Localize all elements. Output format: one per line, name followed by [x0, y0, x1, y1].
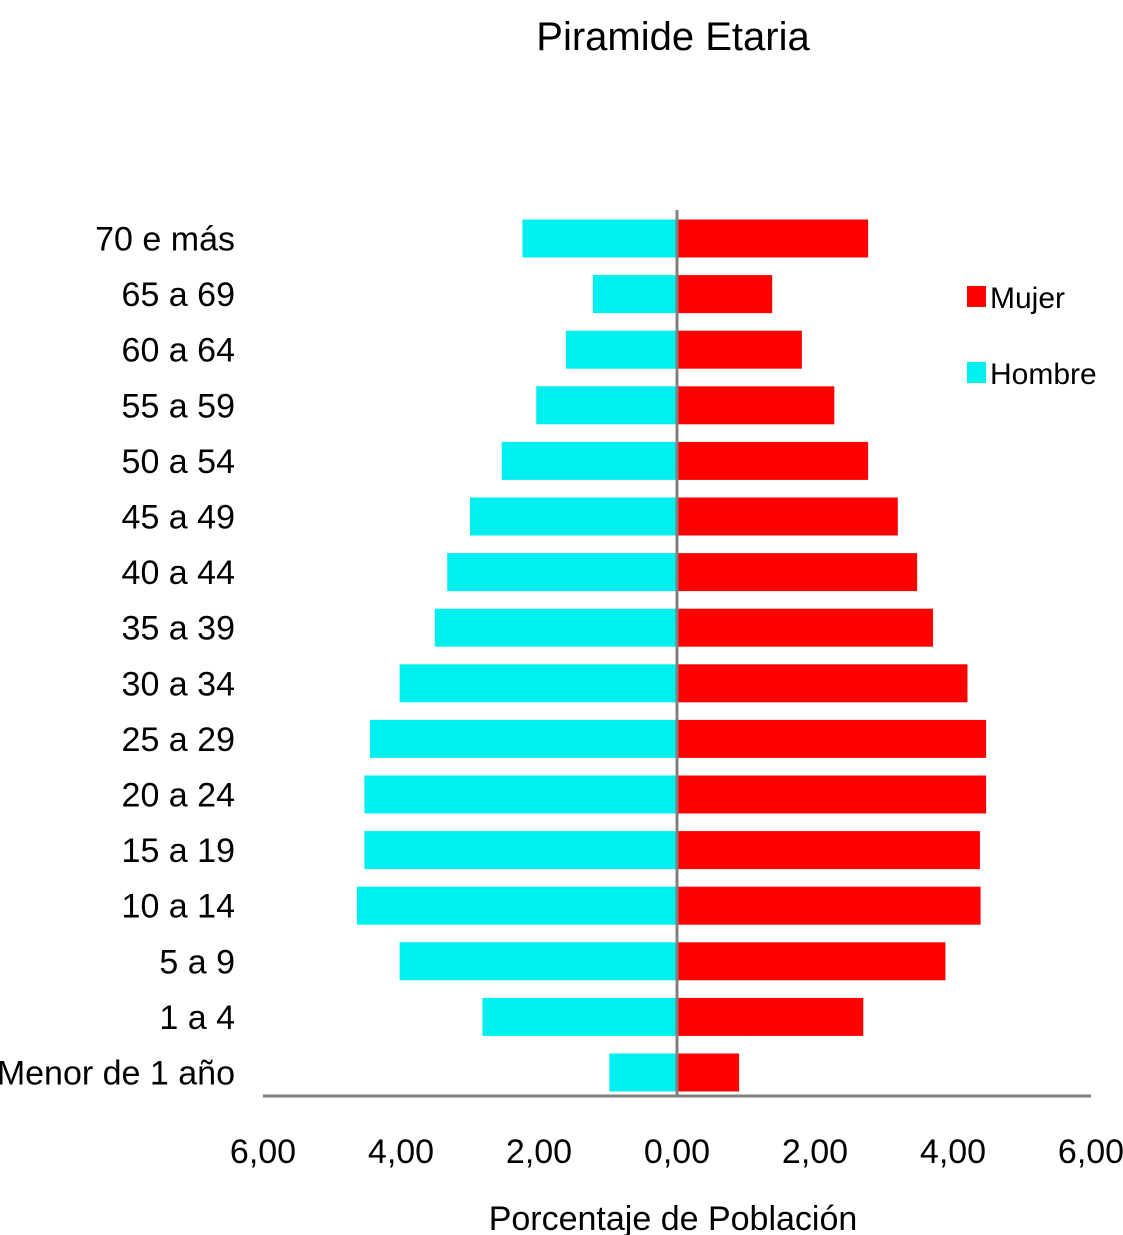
bar-hombre-6	[447, 553, 677, 592]
category-label-6: 40 a 44	[122, 554, 235, 592]
x-axis-label: Porcentaje de Población	[489, 1200, 858, 1235]
bar-hombre-11	[364, 831, 677, 870]
bar-hombre-5	[470, 497, 677, 536]
bar-mujer-3	[677, 386, 835, 425]
bar-hombre-3	[536, 386, 677, 425]
bar-hombre-14	[482, 997, 677, 1036]
bar-hombre-9	[369, 719, 677, 758]
bar-mujer-15	[677, 1053, 740, 1092]
bar-hombre-15	[609, 1053, 677, 1092]
x-tick-label-6: 6,00	[1058, 1133, 1123, 1171]
bar-hombre-0	[522, 219, 677, 258]
bar-mujer-10	[677, 775, 987, 814]
bar-hombre-13	[399, 942, 677, 981]
legend-label-mujer: Mujer	[990, 282, 1065, 315]
category-label-11: 15 a 19	[122, 832, 235, 870]
bar-mujer-8	[677, 664, 968, 703]
category-label-1: 65 a 69	[122, 276, 235, 314]
bars-group	[356, 219, 987, 1092]
category-label-5: 45 a 49	[122, 499, 235, 537]
bar-mujer-9	[677, 719, 987, 758]
bar-hombre-1	[592, 275, 677, 314]
bar-hombre-10	[364, 775, 677, 814]
legend-swatch-hombre	[967, 362, 986, 383]
bar-hombre-7	[434, 608, 677, 647]
category-label-14: 1 a 4	[159, 999, 235, 1037]
x-tick-labels: 6,00 4,00 2,00 0,00 2,00 4,00 6,00	[230, 1133, 1123, 1171]
category-label-13: 5 a 9	[159, 943, 235, 981]
bar-mujer-5	[677, 497, 898, 536]
bar-mujer-1	[677, 275, 773, 314]
x-tick-label-0: 6,00	[230, 1133, 296, 1171]
category-label-12: 10 a 14	[122, 888, 235, 926]
category-label-4: 50 a 54	[122, 443, 235, 481]
legend-label-hombre: Hombre	[990, 358, 1097, 391]
bar-mujer-13	[677, 942, 946, 981]
bar-hombre-4	[501, 441, 677, 480]
bar-mujer-0	[677, 219, 869, 258]
category-label-15: Menor de 1 año	[0, 1055, 235, 1093]
bar-mujer-7	[677, 608, 933, 647]
bar-mujer-12	[677, 886, 981, 925]
category-label-3: 55 a 59	[122, 387, 235, 425]
category-label-9: 25 a 29	[122, 721, 235, 759]
category-label-10: 20 a 24	[122, 777, 235, 815]
bar-mujer-6	[677, 553, 918, 592]
chart-title: Piramide Etaria	[536, 15, 810, 59]
bar-mujer-2	[677, 330, 802, 369]
bar-mujer-4	[677, 441, 869, 480]
bar-mujer-14	[677, 997, 864, 1036]
category-label-2: 60 a 64	[122, 332, 235, 370]
legend-swatch-mujer	[967, 286, 986, 307]
legend: Mujer Hombre	[967, 282, 1097, 391]
x-tick-label-3: 0,00	[644, 1133, 710, 1171]
x-tick-label-2: 2,00	[506, 1133, 572, 1171]
bar-hombre-2	[565, 330, 677, 369]
bar-mujer-11	[677, 831, 980, 870]
category-label-8: 30 a 34	[122, 665, 235, 703]
category-label-0: 70 e más	[95, 221, 235, 259]
x-tick-label-5: 4,00	[920, 1133, 986, 1171]
category-label-7: 35 a 39	[122, 610, 235, 648]
bar-hombre-8	[399, 664, 677, 703]
x-tick-label-1: 4,00	[368, 1133, 434, 1171]
x-tick-label-4: 2,00	[782, 1133, 848, 1171]
bar-hombre-12	[356, 886, 677, 925]
category-labels: 70 e más 65 a 69 60 a 64 55 a 59 50 a 54 45 a…	[0, 221, 235, 1093]
